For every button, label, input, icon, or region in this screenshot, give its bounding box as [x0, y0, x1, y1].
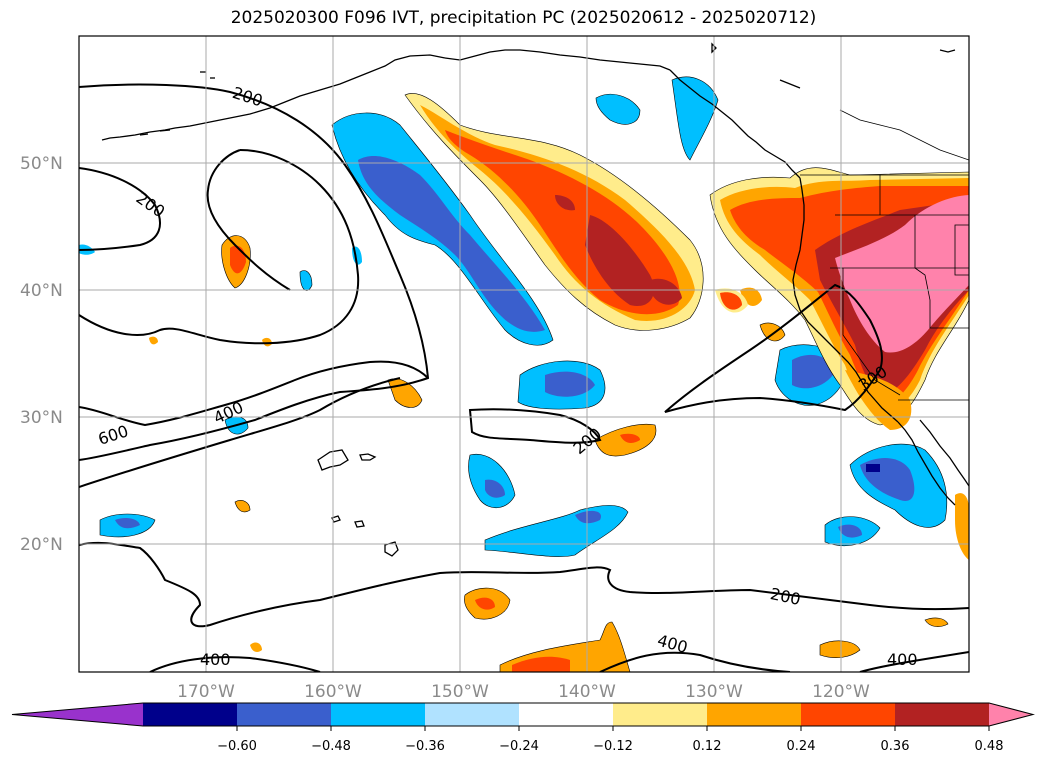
graticule: [79, 36, 969, 672]
colorbar-tick-label: −0.36: [405, 739, 445, 754]
colorbar-segment: [613, 703, 708, 726]
lon-label-120w: 120°W: [812, 682, 870, 702]
colorbar-tick-label: −0.48: [311, 739, 351, 754]
lat-label-20n: 20°N: [20, 535, 63, 555]
lon-label-160w: 160°W: [304, 682, 362, 702]
contour-label-400-b: 400: [200, 650, 231, 669]
colorbar-tick-labels: −0.60 −0.48 −0.36 −0.24 −0.12 0.12 0.24 0.36 0.4…: [217, 726, 1004, 754]
colorbar-segment: [895, 703, 990, 726]
state-borders: [800, 109, 969, 401]
colorbar-outline: [11, 702, 1035, 727]
contour-label-400-d: 400: [887, 650, 918, 669]
ivt-contours: [79, 83, 969, 672]
colorbar-tick-label: −0.24: [499, 739, 539, 754]
colorbar-segment: [425, 703, 520, 726]
map-title: 2025020300 F096 IVT, precipitation PC (2…: [230, 8, 817, 28]
colorbar-tick-label: 0.48: [975, 739, 1004, 754]
lon-label-150w: 150°W: [431, 682, 489, 702]
colorbar-tick-label: 0.36: [881, 739, 910, 754]
coastlines: [101, 42, 969, 557]
colorbar-tick-label: 0.24: [787, 739, 816, 754]
colorbar-extend-max: [989, 703, 1033, 726]
colorbar-segment: [237, 703, 332, 726]
colorbar-segment: [331, 703, 426, 726]
longitude-labels: 170°W 160°W 150°W 140°W 130°W 120°W: [177, 682, 870, 702]
colorbar: [11, 702, 1035, 727]
lon-label-140w: 140°W: [558, 682, 616, 702]
colorbar-tick-label: −0.60: [217, 739, 257, 754]
lat-label-50n: 50°N: [20, 154, 63, 174]
colorbar-tick-label: −0.12: [593, 739, 633, 754]
colorbar-tick-label: 0.12: [693, 739, 722, 754]
map-frame: [78, 35, 970, 673]
lat-label-40n: 40°N: [20, 281, 63, 301]
lat-label-30n: 30°N: [20, 408, 63, 428]
colorbar-segment: [801, 703, 896, 726]
colorbar-extend-min: [12, 703, 143, 726]
lon-label-170w: 170°W: [177, 682, 235, 702]
colorbar-segment: [707, 703, 802, 726]
colorbar-segment: [519, 703, 614, 726]
positive-anomaly-regions: [149, 93, 969, 672]
colorbar-segment: [143, 703, 238, 726]
lon-label-130w: 130°W: [685, 682, 743, 702]
latitude-labels: 50°N 40°N 30°N 20°N: [20, 154, 63, 555]
